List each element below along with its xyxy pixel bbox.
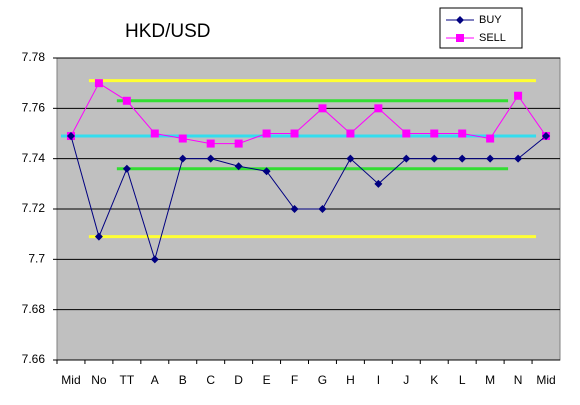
data-point (262, 167, 271, 176)
x-tick-label: Mid (61, 373, 80, 387)
data-point (430, 154, 439, 163)
x-tick-label: G (318, 373, 327, 387)
data-point (346, 129, 355, 138)
x-tick-label: I (377, 373, 380, 387)
data-point (542, 132, 551, 141)
x-tick-label: H (346, 373, 355, 387)
x-tick-label: J (403, 373, 409, 387)
legend-label: SELL (479, 32, 506, 44)
data-point (318, 104, 327, 113)
data-point (206, 139, 215, 148)
x-tick-label: A (151, 373, 159, 387)
x-tick-label: L (459, 373, 466, 387)
legend: BUY SELL (439, 7, 523, 49)
y-tick-label: 7.76 (22, 101, 46, 115)
x-tick-label: N (514, 373, 523, 387)
series-line (70, 135, 547, 262)
y-tick-label: 7.72 (22, 201, 46, 215)
data-point (290, 205, 299, 213)
x-tick-label: M (485, 373, 495, 387)
x-tick-label: D (234, 373, 243, 387)
x-tick-label: No (91, 373, 107, 387)
data-point (122, 164, 131, 173)
series-line (70, 82, 547, 145)
data-point (178, 134, 187, 143)
data-point (206, 154, 215, 163)
legend-marker (456, 34, 464, 42)
data-point (514, 91, 523, 100)
data-point (318, 205, 327, 213)
data-point (150, 129, 159, 138)
data-point (346, 154, 355, 163)
data-point (458, 154, 467, 163)
y-tick-label: 7.68 (22, 302, 46, 316)
data-point (178, 154, 187, 163)
data-point (486, 134, 495, 143)
data-point (94, 79, 103, 88)
x-tick-label: E (263, 373, 271, 387)
x-tick-label: B (179, 373, 187, 387)
x-tick-label: K (430, 373, 438, 387)
data-point (374, 104, 383, 113)
data-point (430, 129, 439, 138)
chart-title: HKD/USD (125, 21, 211, 42)
data-point (234, 162, 243, 171)
data-point (94, 232, 103, 241)
data-point (402, 129, 411, 138)
data-point (486, 154, 495, 163)
y-tick-label: 7.78 (22, 50, 46, 64)
x-tick-label: C (206, 373, 215, 387)
data-point (402, 154, 411, 163)
y-tick-label: 7.66 (22, 352, 46, 366)
legend-box (439, 7, 523, 49)
y-tick-label: 7.7 (28, 252, 45, 266)
data-point (262, 129, 271, 138)
data-point (290, 129, 299, 138)
data-point (374, 179, 383, 188)
legend-label: BUY (479, 14, 502, 26)
y-tick-label: 7.74 (22, 151, 46, 165)
data-point (514, 154, 523, 163)
data-point (150, 255, 159, 264)
x-tick-label: F (291, 373, 298, 387)
legend-marker (456, 16, 464, 24)
x-tick-label: Mid (536, 373, 555, 387)
data-point (234, 139, 243, 148)
data-point (122, 96, 131, 105)
data-point (458, 129, 467, 138)
x-tick-label: TT (120, 373, 135, 387)
data-point (66, 132, 75, 141)
